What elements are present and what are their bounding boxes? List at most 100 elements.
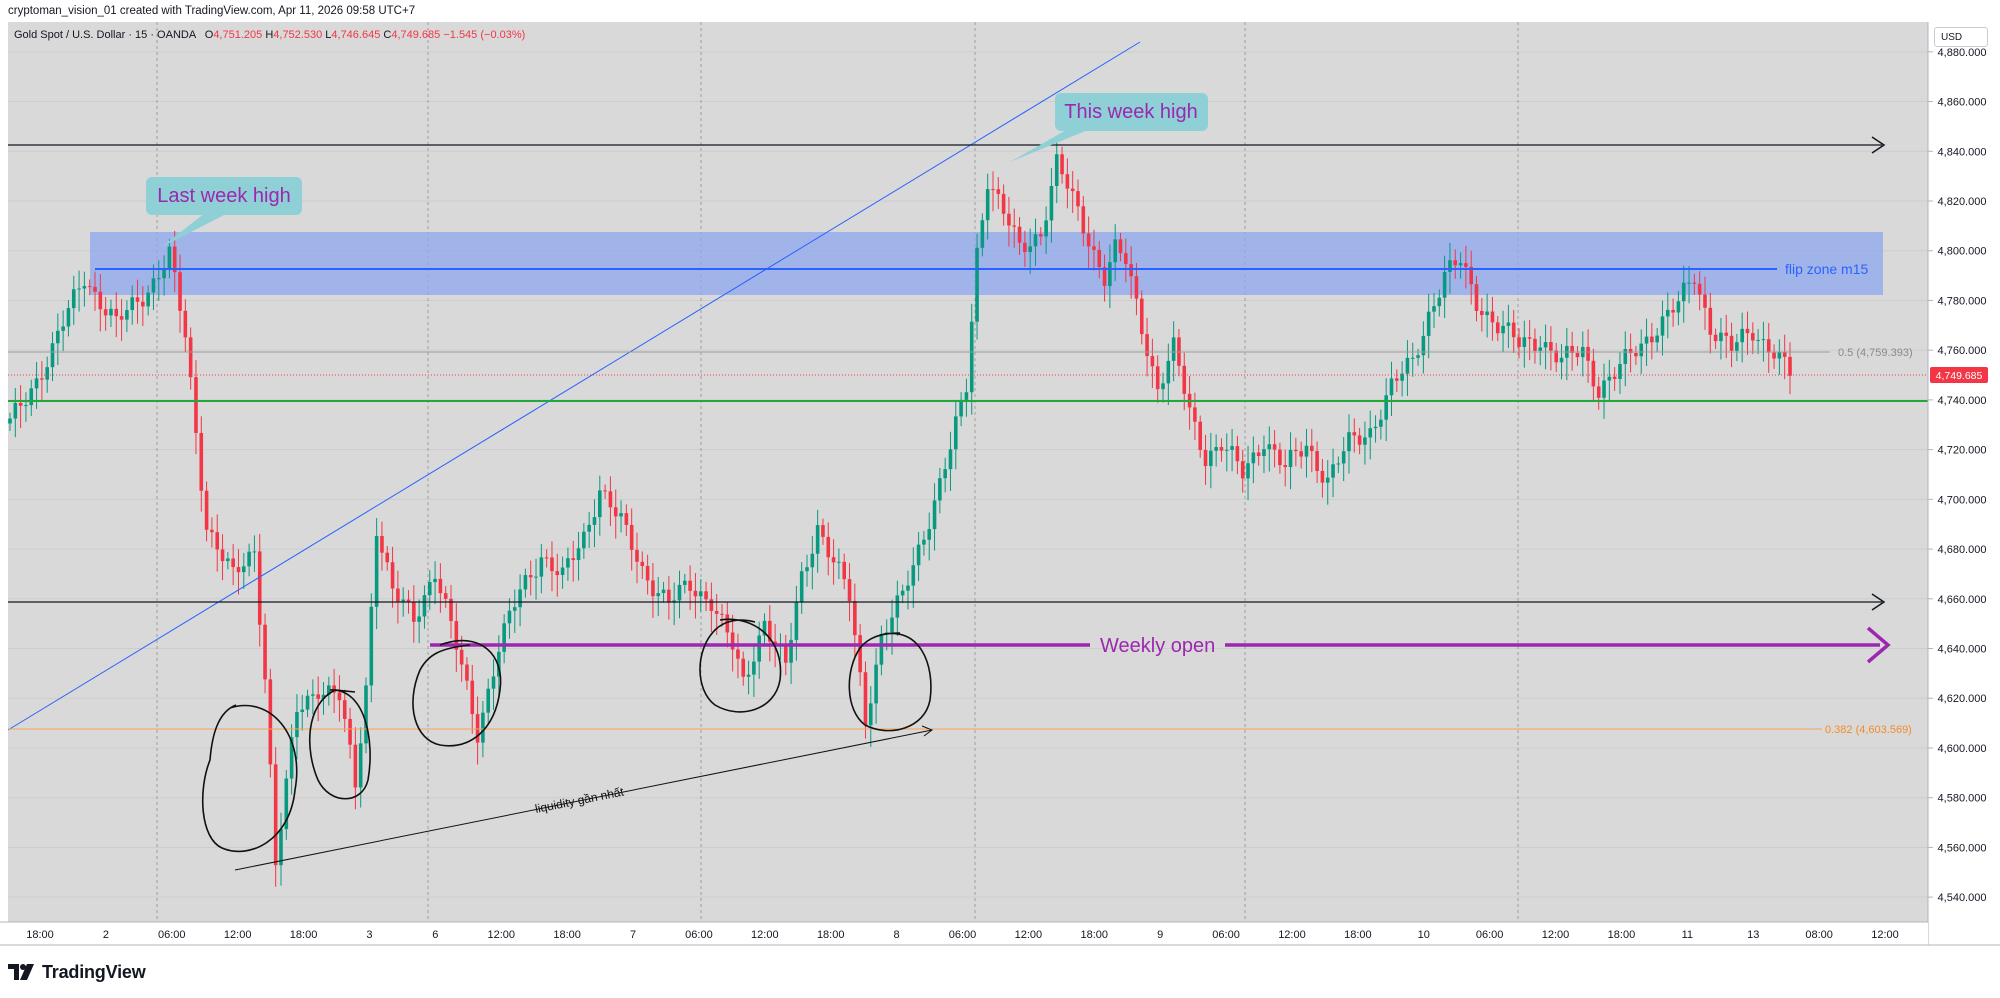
- candle-body: [964, 392, 969, 400]
- time-axis-bg: [0, 922, 1928, 945]
- candle-body: [1028, 246, 1032, 253]
- candle-body: [1634, 353, 1638, 357]
- candle-body: [996, 189, 1001, 194]
- symbol-title[interactable]: Gold Spot / U.S. Dollar · 15 · OANDA: [14, 29, 196, 41]
- candle-body: [45, 367, 49, 380]
- candle-body: [1788, 356, 1792, 376]
- liquidity-circles: [201, 618, 932, 853]
- candle-body: [459, 649, 464, 665]
- current-price-label: 4,749.685: [1936, 370, 1983, 382]
- candle-body: [1719, 332, 1723, 342]
- candle-body: [560, 567, 565, 576]
- candle-body: [1145, 334, 1149, 357]
- candles-layer: [8, 140, 1792, 887]
- candle-body: [56, 330, 60, 344]
- candle-body: [1708, 307, 1713, 335]
- candle-body: [220, 549, 225, 562]
- candle-body: [332, 685, 336, 693]
- candle-body: [752, 661, 756, 675]
- candle-body: [199, 432, 204, 491]
- candle-body: [1671, 309, 1675, 313]
- candle-body: [1522, 337, 1527, 347]
- candle-body: [71, 289, 76, 309]
- price-tick-label: 4,680.000: [1938, 544, 1987, 556]
- time-tick-label: 06:00: [949, 929, 977, 941]
- candle-body: [1639, 343, 1644, 357]
- time-tick-label: 2: [103, 929, 109, 941]
- time-tick-label: 06:00: [685, 929, 713, 941]
- candle-body: [1097, 249, 1102, 268]
- ascending-trendline[interactable]: [7, 41, 1141, 731]
- candle-body: [932, 500, 937, 530]
- candle-body: [61, 326, 65, 331]
- candle-body: [640, 561, 645, 566]
- this-week-high-callout[interactable]: This week high: [1010, 93, 1208, 162]
- candle-body: [1575, 352, 1580, 358]
- candle-body: [1644, 336, 1649, 344]
- candle-body: [1549, 342, 1553, 351]
- candle-body: [1703, 294, 1707, 308]
- candle-body: [1586, 346, 1590, 361]
- candle-body: [1214, 447, 1218, 451]
- candle-body: [810, 553, 815, 568]
- candle-body: [512, 607, 517, 611]
- price-axis-bg: [1928, 22, 2000, 940]
- candle-body: [613, 507, 618, 517]
- candle-body: [1118, 239, 1123, 254]
- candle-body: [475, 714, 480, 743]
- price-axis[interactable]: 4,540.000 4,560.000 4,580.000 4,600.000 4,62…: [1927, 22, 2000, 945]
- candle-body: [847, 579, 852, 601]
- plot-area[interactable]: [8, 22, 1928, 922]
- candle-body: [1267, 444, 1272, 450]
- candle-body: [119, 316, 124, 320]
- candle-body: [693, 590, 698, 597]
- time-tick-label: 18:00: [290, 929, 318, 941]
- candle-body: [1628, 349, 1633, 354]
- tradingview-logo[interactable]: TradingView: [8, 960, 146, 984]
- price-tick-label: 4,760.000: [1938, 345, 1987, 357]
- price-tick-label: 4,560.000: [1938, 842, 1987, 854]
- candle-body: [422, 595, 427, 617]
- candle-body: [1612, 376, 1617, 379]
- candle-body: [433, 578, 437, 583]
- time-axis[interactable]: 18:00 2 06:00 12:00 18:00 3 6 12:00 18:00 7 06:00 1…: [0, 921, 2000, 946]
- candle-body: [608, 491, 613, 508]
- candle-body: [1681, 282, 1686, 302]
- candle-body: [194, 377, 198, 433]
- liquidity-arrow[interactable]: [234, 729, 933, 871]
- currency-selector[interactable]: USD: [1934, 27, 1988, 47]
- candle-body: [1729, 335, 1734, 351]
- candle-body: [741, 658, 746, 677]
- candle-body: [151, 278, 156, 293]
- candle-body: [714, 610, 719, 614]
- last-week-high-callout[interactable]: Last week high: [146, 177, 302, 248]
- candle-body: [1511, 322, 1516, 338]
- candle-body: [1230, 446, 1234, 450]
- candle-body: [40, 378, 44, 380]
- candle-body: [1304, 445, 1309, 457]
- price-tick-label: 4,820.000: [1938, 196, 1987, 208]
- candle-body: [491, 676, 496, 689]
- candle-body: [13, 402, 18, 419]
- candle-body: [736, 649, 740, 659]
- candle-body: [1416, 355, 1420, 358]
- candle-body: [1336, 463, 1341, 465]
- chart-header: cryptoman_vision_01 created with Trading…: [8, 5, 416, 17]
- candle-body: [1294, 449, 1298, 452]
- candle-body: [183, 310, 188, 338]
- liquidity-circle: [412, 639, 502, 747]
- candle-body: [1697, 283, 1702, 295]
- candle-body: [587, 524, 591, 532]
- candle-body: [985, 189, 990, 221]
- candle-body: [1240, 461, 1245, 479]
- candle-body: [438, 578, 443, 594]
- candle-body: [327, 685, 331, 695]
- flip-zone-rect[interactable]: [90, 232, 1883, 295]
- candle-body: [651, 580, 655, 597]
- candle-body: [539, 557, 544, 577]
- candle-body: [1203, 449, 1208, 467]
- candle-body: [619, 513, 623, 517]
- candle-body: [959, 399, 963, 417]
- candle-body: [337, 692, 342, 701]
